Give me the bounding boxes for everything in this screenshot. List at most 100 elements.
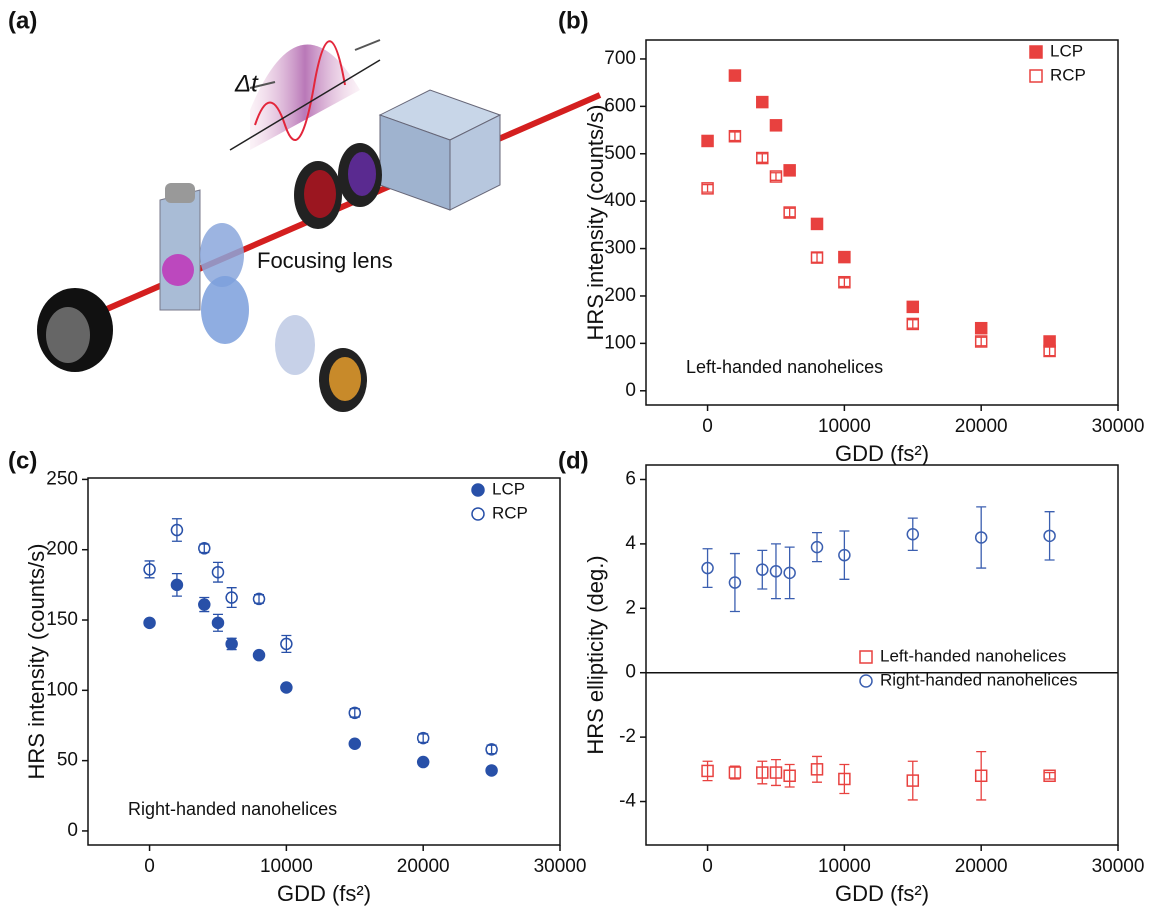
y-tick-label: 6 — [625, 469, 636, 490]
point — [838, 250, 851, 264]
point — [810, 540, 824, 554]
point — [143, 563, 156, 576]
error-bar — [729, 131, 740, 142]
x-tick-label: 20000 — [397, 856, 450, 877]
point — [225, 637, 238, 651]
panel-label: (b) — [558, 7, 589, 34]
annotation: Right-handed nanohelices — [128, 799, 337, 819]
pulse — [250, 44, 360, 150]
point — [1043, 529, 1056, 543]
error-bar — [976, 336, 987, 347]
error-bar — [757, 760, 768, 785]
y-tick-label: 2 — [625, 597, 636, 618]
point — [974, 335, 988, 348]
point — [974, 769, 988, 783]
point — [728, 766, 742, 779]
error-bar — [812, 755, 823, 783]
x-axis-title: GDD (fs²) — [835, 881, 929, 906]
y-tick-label: 100 — [604, 332, 636, 353]
x-tick-label: 20000 — [955, 856, 1008, 877]
collection-lens — [201, 276, 249, 344]
lens — [275, 315, 315, 375]
error-bar — [199, 543, 210, 554]
point — [769, 565, 783, 578]
error-bar — [784, 546, 795, 600]
y-tick-label: 0 — [625, 380, 636, 401]
point — [783, 206, 796, 219]
error-bar — [171, 518, 182, 542]
point — [198, 598, 211, 611]
y-tick-label: 0 — [67, 820, 78, 841]
error-bar — [757, 549, 768, 590]
point — [416, 731, 430, 745]
point — [810, 251, 824, 264]
point — [838, 548, 851, 562]
point — [906, 317, 920, 331]
x-tick-label: 20000 — [955, 416, 1008, 437]
point — [170, 578, 184, 592]
y-tick-label: 150 — [46, 609, 78, 630]
point — [211, 565, 225, 579]
error-bar — [1044, 511, 1055, 561]
point — [701, 134, 714, 148]
y-tick-label: 250 — [46, 468, 78, 489]
x-axis-title: GDD (fs²) — [277, 881, 371, 906]
y-tick-label: 4 — [625, 533, 636, 554]
error-bar — [1044, 345, 1055, 357]
error-bar — [254, 594, 265, 604]
annotation: Left-handed nanohelices — [686, 357, 883, 377]
x-axis-title: GDD (fs²) — [835, 441, 929, 466]
x-tick-label: 10000 — [260, 856, 313, 877]
point — [280, 681, 293, 694]
focusing-lens — [200, 223, 244, 287]
point — [769, 119, 783, 132]
error-bar — [976, 506, 987, 569]
error-bar — [418, 733, 429, 744]
lens-label: Focusing lens — [257, 248, 393, 273]
point — [756, 563, 769, 576]
x-tick-label: 30000 — [1092, 856, 1145, 877]
legend-label: RCP — [492, 503, 528, 522]
y-tick-label: -2 — [619, 726, 636, 747]
point — [252, 592, 266, 606]
point — [728, 69, 742, 82]
plot-frame — [645, 39, 1119, 406]
y-axis-title: HRS intensity (counts/s) — [24, 544, 49, 780]
y-tick-label: 100 — [46, 679, 78, 700]
y-tick-label: -4 — [619, 791, 636, 812]
error-bar — [784, 207, 795, 218]
point — [838, 772, 851, 786]
x-tick-label: 0 — [702, 416, 713, 437]
legend-label: LCP — [492, 479, 525, 498]
error-bar — [770, 172, 781, 181]
point — [485, 764, 498, 777]
error-bar — [770, 759, 781, 787]
point — [225, 591, 238, 604]
point — [756, 151, 769, 165]
x-tick-label: 0 — [702, 856, 713, 877]
error-bar — [226, 587, 237, 609]
error-bar — [702, 760, 713, 782]
pulse-axis — [229, 59, 381, 151]
y-tick-label: 600 — [604, 95, 636, 116]
point — [1043, 769, 1056, 783]
point — [252, 648, 266, 662]
error-bar — [784, 763, 795, 788]
point — [701, 182, 714, 195]
error-bar — [812, 531, 823, 563]
y-tick-label: 200 — [46, 539, 78, 560]
error-bar — [907, 319, 918, 329]
y-tick-label: 50 — [57, 750, 78, 771]
error-bar — [729, 765, 740, 780]
point — [838, 275, 851, 289]
point — [906, 774, 920, 787]
point — [471, 483, 485, 497]
arrow — [249, 81, 276, 89]
y-tick-label: 200 — [604, 285, 636, 306]
y-tick-label: 500 — [604, 143, 636, 164]
error-bar — [702, 183, 713, 193]
point — [974, 321, 988, 335]
y-tick-label: 300 — [604, 238, 636, 259]
point — [198, 542, 211, 555]
error-bar — [486, 744, 497, 755]
